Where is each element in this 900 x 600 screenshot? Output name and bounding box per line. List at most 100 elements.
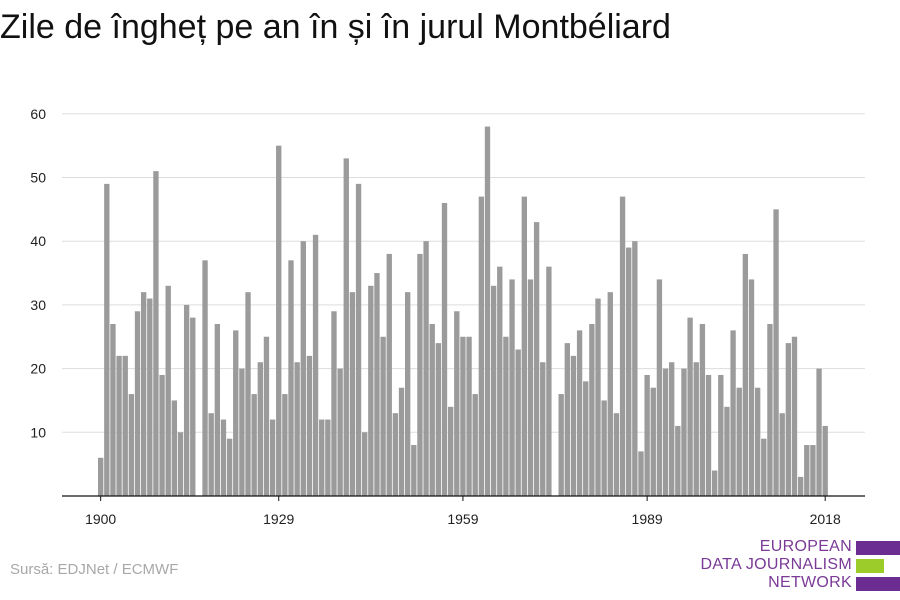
y-tick-label: 30 — [30, 297, 46, 313]
x-tick-label: 1900 — [85, 511, 116, 527]
x-tick-label: 1929 — [263, 511, 294, 527]
bar — [460, 336, 466, 496]
bar — [245, 292, 251, 496]
bar — [202, 260, 208, 496]
bar — [791, 336, 798, 496]
bar — [669, 362, 675, 496]
bar — [619, 196, 626, 497]
bar — [527, 279, 534, 496]
bar — [140, 292, 147, 496]
bar — [644, 374, 650, 496]
bar — [724, 406, 730, 496]
bar — [546, 266, 552, 496]
y-tick-label: 40 — [30, 233, 46, 249]
bar — [650, 387, 656, 496]
bar — [128, 394, 135, 496]
bar — [435, 343, 442, 496]
bar — [503, 336, 509, 496]
bar — [589, 324, 595, 496]
x-axis-ticks: 1900 1929 1959 1989 2018 — [85, 496, 841, 527]
bar — [171, 400, 178, 496]
bar — [681, 368, 687, 496]
bar — [355, 183, 362, 496]
bar — [613, 413, 620, 496]
bar — [533, 222, 540, 496]
y-tick-label: 50 — [30, 170, 46, 186]
bar — [454, 311, 460, 496]
bar — [810, 445, 816, 496]
y-axis-ticks: 10 20 30 40 50 60 — [30, 106, 46, 440]
logo-text-line-2: DATA JOURNALISM — [700, 556, 852, 573]
bar — [282, 394, 288, 496]
bar — [478, 196, 485, 497]
bar — [638, 451, 644, 496]
bar — [662, 368, 669, 496]
bar — [472, 394, 478, 496]
bar — [466, 336, 472, 496]
bar — [687, 317, 693, 496]
bar — [165, 285, 171, 496]
bar — [601, 400, 607, 496]
bar — [761, 438, 767, 496]
bar — [398, 387, 405, 496]
bar — [325, 419, 331, 496]
bar — [656, 279, 663, 496]
bar — [804, 445, 810, 496]
bar — [767, 324, 773, 496]
bar — [319, 419, 325, 496]
bar — [300, 241, 306, 496]
bar — [220, 419, 227, 496]
bar — [374, 273, 380, 496]
bar — [276, 145, 282, 496]
bar — [773, 209, 779, 496]
bar — [306, 355, 313, 496]
bar — [718, 374, 724, 496]
bar — [257, 362, 263, 496]
x-tick-label: 2018 — [810, 511, 841, 527]
bar — [411, 445, 417, 496]
logo-bar-purple-top — [856, 541, 900, 555]
bars — [98, 126, 828, 497]
bar — [742, 253, 749, 496]
bar — [208, 413, 214, 496]
bar — [177, 432, 184, 496]
bar — [294, 362, 300, 496]
bar — [595, 298, 601, 496]
bar — [153, 171, 159, 496]
bar — [521, 196, 527, 497]
bar — [392, 413, 399, 496]
bar — [785, 343, 792, 496]
bar — [183, 304, 190, 496]
bar — [447, 406, 454, 496]
x-tick-label: 1989 — [632, 511, 663, 527]
bar — [693, 362, 699, 496]
bar — [570, 355, 577, 496]
bar — [312, 234, 319, 496]
bar — [699, 324, 706, 496]
bar — [564, 343, 570, 496]
bar — [116, 355, 122, 496]
bar — [251, 394, 257, 496]
bar — [515, 349, 521, 496]
bar — [607, 292, 613, 496]
logo-bar-purple-bottom — [856, 577, 900, 591]
bar — [484, 126, 491, 496]
bar — [576, 330, 583, 496]
bar — [239, 368, 245, 496]
bar — [368, 285, 374, 496]
bar — [583, 381, 589, 496]
y-tick-label: 60 — [30, 106, 46, 122]
logo-text-line-1: EUROPEAN — [759, 538, 852, 555]
bar — [490, 285, 497, 496]
bar — [110, 324, 116, 496]
bar — [429, 324, 435, 496]
bar — [712, 470, 718, 496]
bar — [626, 247, 632, 496]
bar — [331, 311, 337, 496]
bar — [558, 394, 564, 496]
bar — [337, 368, 343, 496]
bar — [779, 413, 785, 496]
edjnet-logo[interactable]: EUROPEAN DATA JOURNALISM NETWORK — [700, 538, 900, 600]
bar — [190, 317, 196, 496]
bar — [632, 241, 638, 496]
